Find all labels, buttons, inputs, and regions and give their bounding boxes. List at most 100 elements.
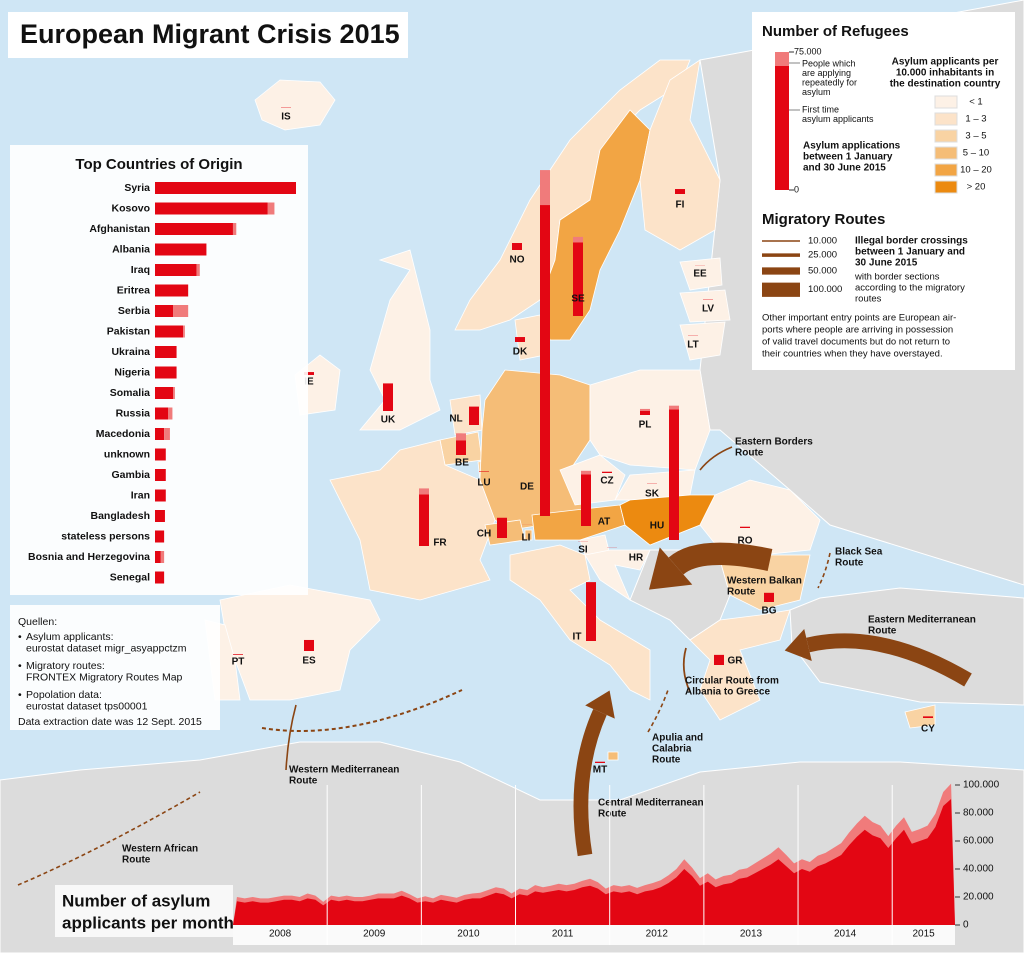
density-label: > 20 bbox=[967, 182, 986, 193]
legend-scale-label: 0 bbox=[794, 184, 799, 194]
route-label: Eastern Borders bbox=[735, 437, 813, 448]
country-code: NL bbox=[449, 414, 462, 425]
country-shape bbox=[524, 529, 533, 541]
origin-name: Iraq bbox=[131, 264, 150, 276]
route-label: Black Sea bbox=[835, 547, 883, 558]
source-item: Migratory routes: bbox=[26, 660, 105, 672]
country-bar-first bbox=[304, 372, 314, 375]
route-line bbox=[682, 647, 691, 693]
chart-title-box bbox=[55, 885, 233, 937]
year-label: 2014 bbox=[834, 929, 857, 940]
origin-bar-repeat bbox=[160, 551, 165, 563]
legend-note: of valid travel documents but do not ret… bbox=[762, 337, 950, 348]
route-arrowhead bbox=[784, 628, 812, 662]
source-item: eurostat dataset tps00001 bbox=[26, 700, 148, 712]
origin-name: Russia bbox=[116, 407, 151, 419]
origin-name: Somalia bbox=[110, 387, 150, 399]
origin-bar-repeat bbox=[173, 305, 189, 317]
sources-panel bbox=[10, 605, 220, 730]
origin-name: Senegal bbox=[110, 571, 150, 583]
route-label: Calabria bbox=[652, 744, 692, 755]
origin-bar-first bbox=[155, 510, 165, 522]
origin-bar-first bbox=[155, 305, 174, 317]
country-code: IS bbox=[281, 112, 291, 123]
country-code: DE bbox=[520, 482, 534, 493]
origin-bar-first bbox=[155, 243, 207, 256]
origin-bar-repeat bbox=[183, 325, 185, 338]
country-bar-first bbox=[595, 761, 605, 763]
routes bbox=[17, 446, 972, 886]
legend-note: their countries when they have overstaye… bbox=[762, 349, 943, 360]
y-tick-label: 100.000 bbox=[963, 780, 1000, 791]
density-label: < 1 bbox=[969, 97, 982, 108]
origin-name: Bangladesh bbox=[90, 510, 150, 522]
country-bar-repeat bbox=[419, 488, 429, 495]
country-bar-repeat bbox=[456, 433, 466, 441]
y-tick-label: 60.000 bbox=[963, 836, 994, 847]
country-code: IT bbox=[573, 632, 582, 643]
source-item: Asylum applicants: bbox=[26, 631, 114, 643]
legend-panel bbox=[752, 12, 1015, 370]
country-code: HR bbox=[629, 553, 644, 564]
origin-name: unknown bbox=[104, 448, 150, 460]
origin-bar-repeat bbox=[164, 428, 170, 440]
route-dashes bbox=[261, 689, 463, 732]
country-bar-repeat bbox=[540, 170, 550, 206]
route-label: Route bbox=[727, 587, 756, 598]
origin-name: Serbia bbox=[118, 305, 150, 317]
legend-note: ports where people are arriving in posse… bbox=[762, 325, 953, 336]
chart-axis-strip bbox=[233, 925, 955, 945]
country-code: RO bbox=[738, 536, 753, 547]
origin-bar-repeat bbox=[196, 264, 200, 276]
countries bbox=[204, 59, 936, 761]
y-tick-label: 80.000 bbox=[963, 808, 994, 819]
country-code: SI bbox=[578, 545, 588, 556]
country-bar-first bbox=[469, 406, 479, 425]
route-line bbox=[668, 542, 773, 575]
route-heading: 30 June 2015 bbox=[855, 258, 918, 269]
origin-bar-first bbox=[155, 346, 177, 358]
route-label: Route bbox=[735, 448, 764, 459]
country-bar-first bbox=[512, 243, 522, 250]
density-label: 1 – 3 bbox=[965, 114, 986, 125]
route-line bbox=[285, 704, 297, 771]
chart-title: Number of asylum bbox=[62, 891, 210, 910]
country-code: LI bbox=[522, 533, 531, 544]
origin-bar-first bbox=[155, 448, 166, 461]
country-bar-first bbox=[714, 654, 724, 665]
density-swatch bbox=[934, 112, 958, 126]
country-code: MT bbox=[593, 765, 607, 776]
route-label: Route bbox=[598, 809, 627, 820]
density-label: 3 – 5 bbox=[965, 131, 986, 142]
route-line bbox=[806, 633, 972, 687]
route-line bbox=[573, 709, 607, 857]
country-code: LU bbox=[477, 478, 490, 489]
country-code: LV bbox=[702, 304, 714, 315]
route-heading: between 1 January and bbox=[855, 247, 965, 258]
legend-first-label: First time bbox=[802, 104, 839, 114]
origin-name: Afghanistan bbox=[89, 223, 150, 235]
origin-bar-repeat bbox=[173, 387, 175, 399]
country-shape bbox=[479, 369, 591, 531]
country-bar-first bbox=[740, 526, 750, 528]
country-code: FR bbox=[433, 538, 447, 549]
route-label: Route bbox=[652, 755, 681, 766]
route-line bbox=[817, 552, 831, 589]
route-width-label: 25.000 bbox=[808, 250, 837, 261]
route-label: Route bbox=[122, 855, 151, 866]
year-label: 2013 bbox=[740, 929, 763, 940]
route-line bbox=[647, 689, 669, 733]
country-shape bbox=[679, 289, 731, 323]
country-code: PL bbox=[639, 420, 652, 431]
country-bar-first bbox=[383, 383, 393, 411]
country-code: LT bbox=[687, 340, 698, 351]
country-code: DK bbox=[513, 347, 528, 358]
route-width-label: 50.000 bbox=[808, 266, 837, 277]
density-swatch bbox=[934, 163, 958, 177]
route-text: routes bbox=[855, 294, 882, 305]
origin-name: Bosnia and Herzegovina bbox=[28, 551, 150, 563]
sources-heading: Quellen: bbox=[18, 616, 57, 628]
source-item: eurostat dataset migr_asyappctzm bbox=[26, 642, 187, 654]
density-label: 10 – 20 bbox=[960, 165, 992, 176]
